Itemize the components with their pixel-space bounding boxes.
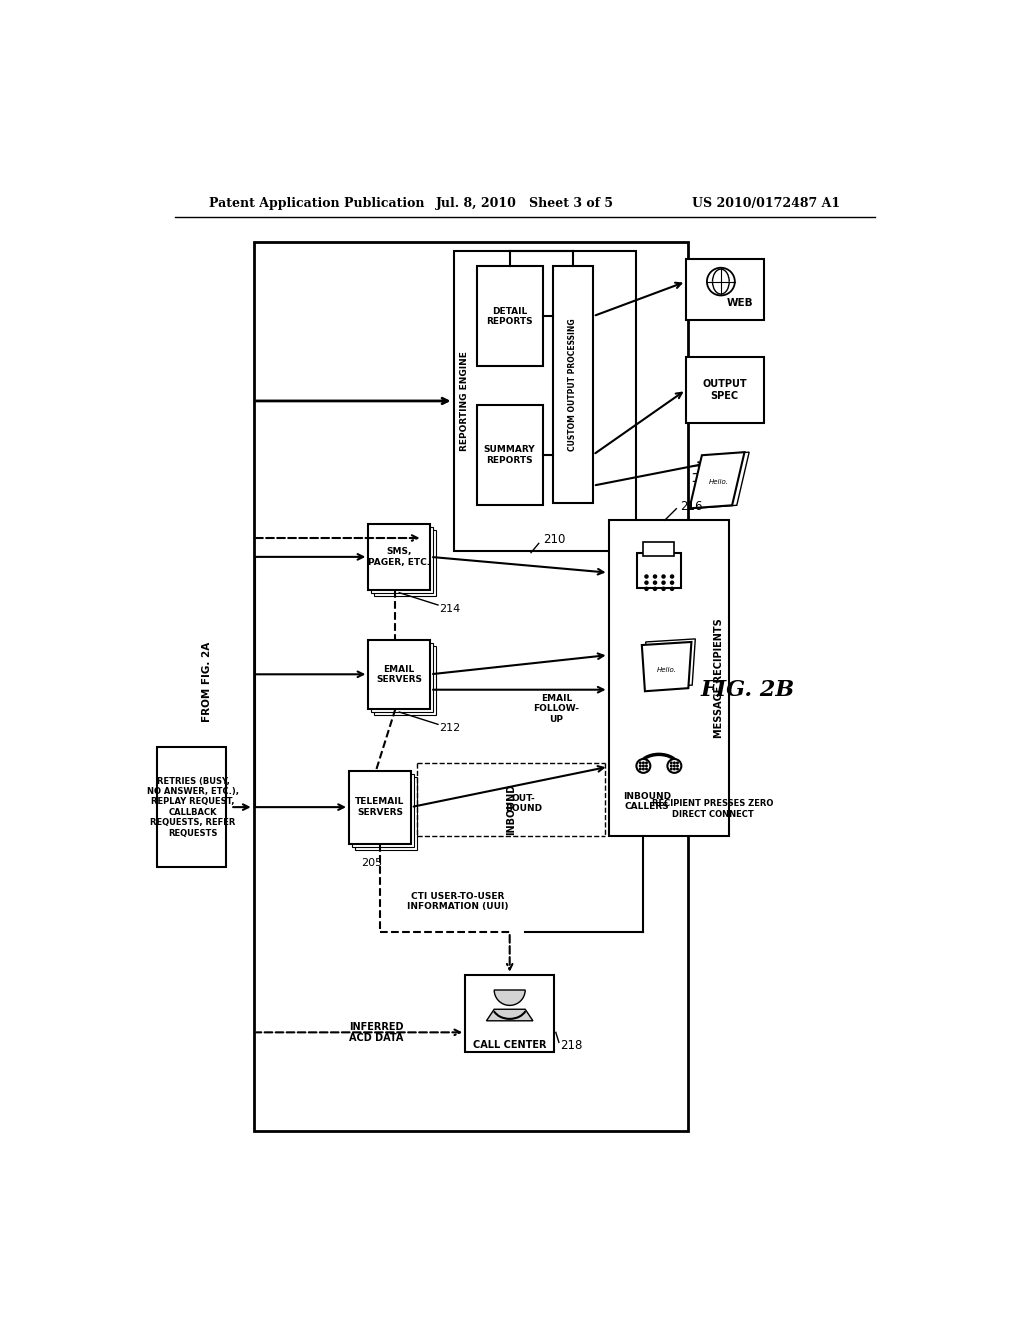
Circle shape <box>668 759 681 774</box>
Bar <box>157 747 226 867</box>
Circle shape <box>671 581 674 585</box>
Text: SMS,
PAGER, ETC.: SMS, PAGER, ETC. <box>369 548 430 566</box>
Bar <box>454 251 636 552</box>
Text: 218: 218 <box>560 1039 583 1052</box>
Bar <box>686 356 764 422</box>
Circle shape <box>653 581 656 585</box>
Circle shape <box>653 587 656 590</box>
Text: CALL CENTER: CALL CENTER <box>473 1040 547 1051</box>
Circle shape <box>662 576 665 578</box>
Text: Hello.: Hello. <box>656 668 677 673</box>
Text: CTI USER-TO-USER
INFORMATION (UUI): CTI USER-TO-USER INFORMATION (UUI) <box>407 892 508 911</box>
Text: WEB: WEB <box>727 298 754 308</box>
Circle shape <box>671 762 672 763</box>
Text: INFERRED
ACD DATA: INFERRED ACD DATA <box>349 1022 403 1043</box>
Text: INBOUND: INBOUND <box>506 784 516 834</box>
Circle shape <box>643 762 644 763</box>
Circle shape <box>674 768 675 770</box>
Circle shape <box>640 766 641 767</box>
Circle shape <box>662 581 665 585</box>
Text: Jul. 8, 2010   Sheet 3 of 5: Jul. 8, 2010 Sheet 3 of 5 <box>436 197 613 210</box>
Circle shape <box>643 768 644 770</box>
Bar <box>372 527 433 593</box>
Text: 214: 214 <box>439 603 461 614</box>
Text: RECIPIENT PRESSES ZERO
DIRECT CONNECT: RECIPIENT PRESSES ZERO DIRECT CONNECT <box>652 800 774 818</box>
Text: Hello.: Hello. <box>709 479 728 484</box>
Text: INBOUND
CALLERS: INBOUND CALLERS <box>624 792 672 810</box>
Text: TELEMAIL
SERVERS: TELEMAIL SERVERS <box>355 797 404 817</box>
Circle shape <box>645 587 648 590</box>
Text: SUMMARY
REPORTS: SUMMARY REPORTS <box>484 445 536 465</box>
Bar <box>369 524 430 590</box>
Text: REPORTING ENGINE: REPORTING ENGINE <box>460 351 469 451</box>
Bar <box>375 531 436 595</box>
Polygon shape <box>642 642 691 692</box>
Text: FROM FIG. 2A: FROM FIG. 2A <box>202 642 212 722</box>
Text: 205: 205 <box>361 858 383 869</box>
Polygon shape <box>486 1010 532 1020</box>
Text: DETAIL
REPORTS: DETAIL REPORTS <box>486 306 534 326</box>
Text: 212: 212 <box>439 723 461 733</box>
Text: EMAIL
FOLLOW-
UP: EMAIL FOLLOW- UP <box>534 694 580 723</box>
Polygon shape <box>495 990 525 1006</box>
Bar <box>465 974 554 1052</box>
Polygon shape <box>694 453 750 508</box>
Circle shape <box>671 576 674 578</box>
Bar <box>477 405 543 506</box>
Circle shape <box>646 768 647 770</box>
Circle shape <box>677 766 678 767</box>
Circle shape <box>640 762 641 763</box>
Circle shape <box>671 768 672 770</box>
Circle shape <box>677 762 678 763</box>
Circle shape <box>653 576 656 578</box>
Circle shape <box>674 766 675 767</box>
Circle shape <box>677 768 678 770</box>
Text: 216: 216 <box>680 500 702 513</box>
Circle shape <box>671 587 674 590</box>
Bar <box>643 541 675 556</box>
Bar <box>477 267 543 367</box>
Text: CUSTOM OUTPUT PROCESSING: CUSTOM OUTPUT PROCESSING <box>568 318 578 451</box>
Bar <box>369 640 430 709</box>
Bar <box>375 645 436 715</box>
Circle shape <box>646 766 647 767</box>
Text: 210: 210 <box>543 533 565 546</box>
Circle shape <box>662 587 665 590</box>
Bar <box>553 267 593 503</box>
Text: US 2010/0172487 A1: US 2010/0172487 A1 <box>692 197 841 210</box>
Polygon shape <box>646 639 695 688</box>
Circle shape <box>640 768 641 770</box>
Bar <box>686 259 764 321</box>
Circle shape <box>645 581 648 585</box>
Bar <box>637 553 681 589</box>
Circle shape <box>636 759 650 774</box>
Circle shape <box>671 766 672 767</box>
Text: Patent Application Publication: Patent Application Publication <box>209 197 425 210</box>
Circle shape <box>674 762 675 763</box>
Text: OUT-
BOUND: OUT- BOUND <box>505 793 542 813</box>
Text: FIG. 2B: FIG. 2B <box>701 678 795 701</box>
Circle shape <box>645 576 648 578</box>
Bar <box>254 242 687 1131</box>
Bar <box>355 776 417 850</box>
Text: RETRIES (BUSY,
NO ANSWER, ETC.),
REPLAY REQUEST,
CALLBACK
REQUESTS, REFER
REQUES: RETRIES (BUSY, NO ANSWER, ETC.), REPLAY … <box>147 776 239 838</box>
Circle shape <box>646 762 647 763</box>
Text: OUTPUT
SPEC: OUTPUT SPEC <box>702 379 748 400</box>
Text: MESSAGE RECIPIENTS: MESSAGE RECIPIENTS <box>715 618 724 738</box>
Bar <box>372 643 433 711</box>
Polygon shape <box>689 453 744 508</box>
Circle shape <box>643 766 644 767</box>
Bar <box>608 520 729 836</box>
Bar <box>349 771 411 843</box>
Bar <box>352 774 414 847</box>
Text: EMAIL
SERVERS: EMAIL SERVERS <box>376 664 422 684</box>
